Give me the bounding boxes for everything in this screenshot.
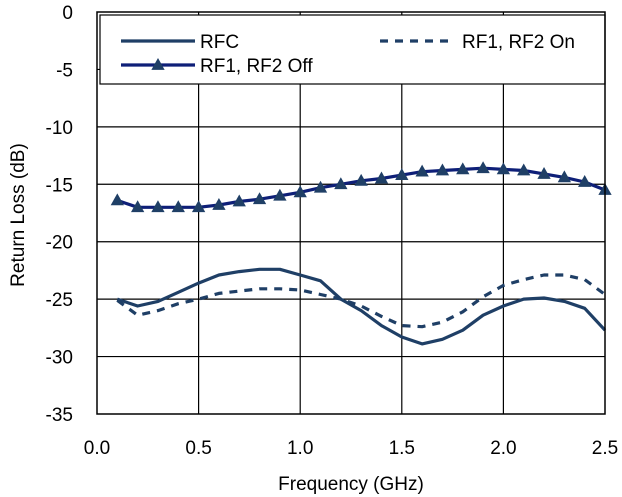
legend-label: RF1, RF2 On [462,32,575,53]
legend-marker [151,58,165,70]
data-point [212,197,226,210]
data-point [496,162,511,175]
data-point [130,200,145,213]
y-tick-label: -35 [46,405,73,426]
series-line [116,267,607,346]
y-tick-label: -5 [56,60,73,81]
data-point [151,200,165,213]
legend [99,14,606,85]
data-point [374,171,389,184]
data-point [415,164,429,177]
data-point [252,192,267,205]
legend-background [99,14,606,85]
y-tick-label: -25 [46,290,73,311]
data-point [476,161,490,174]
data-point [557,170,572,183]
data-point [517,163,531,176]
y-tick-label: -30 [46,348,73,369]
x-tick-label: 2.5 [592,438,618,459]
plot-frame [96,11,606,415]
data-point [578,174,592,187]
series-layer [110,161,612,346]
y-tick-label: 0 [62,3,73,24]
data-point [313,180,328,193]
legend-entry: RF1, RF2 Off [121,56,313,77]
data-point [171,200,185,213]
data-point [395,168,409,180]
legend-entry: RF1, RF2 On [380,32,575,53]
x-tick-label: 2.0 [490,438,516,459]
x-tick-label: 0.5 [185,438,211,459]
legend-label: RF1, RF2 Off [200,56,313,77]
tick-labels: 0.0 0.5 1.0 1.5 2.0 2.5 0 -5 -10 -15 -20 -25 -30 -35 [46,3,619,459]
x-tick-label: 1.5 [389,438,415,459]
series-0 [116,267,607,346]
data-point [456,162,470,175]
legend-label: RFC [200,32,239,53]
data-point [293,185,307,198]
y-tick-label: -15 [46,175,73,196]
legend-items: RFC RF1, RF2 On RF1, RF2 Off [121,32,575,77]
data-point [334,177,348,190]
x-tick-label: 1.0 [287,438,313,459]
data-point [273,188,287,201]
x-tick-label: 0.0 [84,438,110,459]
data-point [435,163,450,176]
y-tick-label: -10 [46,118,73,139]
data-point [354,173,368,186]
x-axis-title: Frequency (GHz) [278,474,424,495]
data-point [191,200,206,213]
data-point [537,166,551,179]
data-point [232,194,246,207]
data-point [110,193,124,206]
y-tick-label: -20 [46,233,73,254]
series-2 [110,161,612,213]
y-axis-title: Return Loss (dB) [8,143,29,287]
legend-entry: RFC [121,32,239,53]
